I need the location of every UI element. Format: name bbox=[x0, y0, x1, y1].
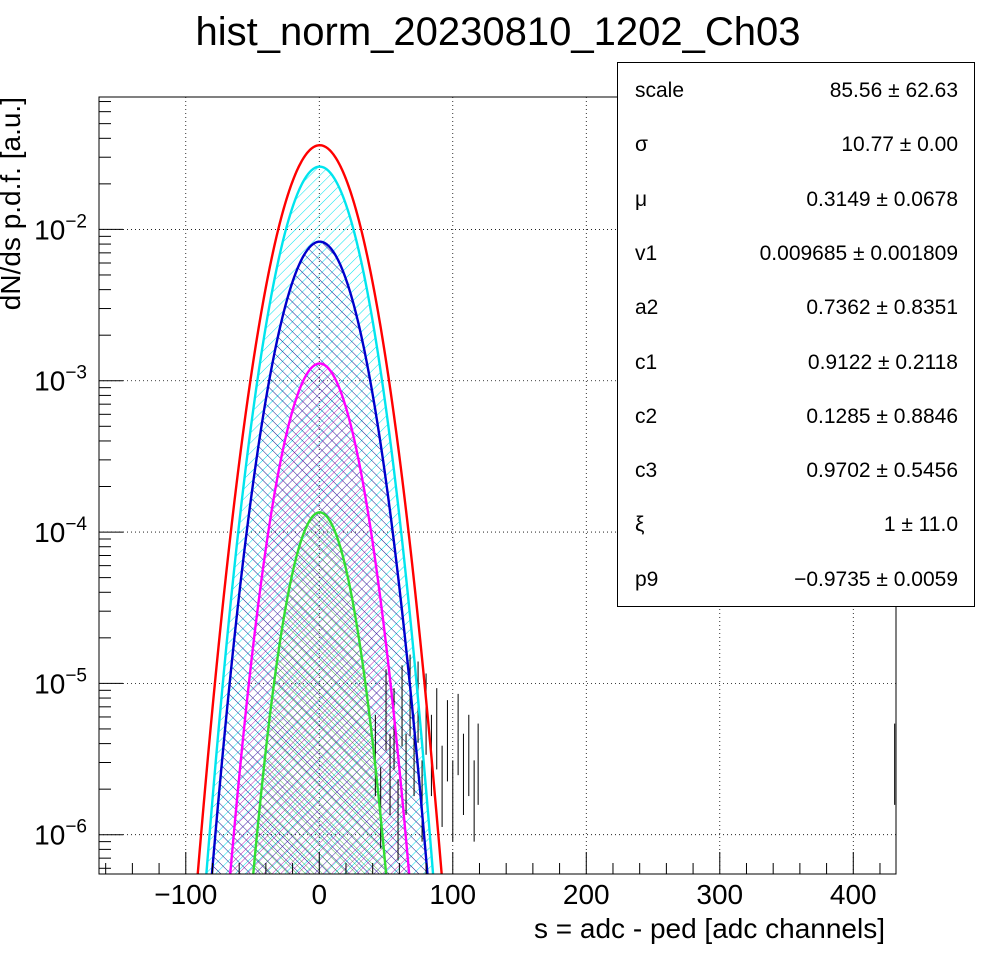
stat-row: σ 10.77 ± 0.00 bbox=[618, 119, 974, 173]
stat-row: c3 0.9702 ± 0.5456 bbox=[618, 445, 974, 499]
y-tick-label: 10−6 bbox=[34, 817, 87, 851]
total-fit-curve bbox=[196, 144, 443, 874]
y-tick-label: 10−2 bbox=[34, 211, 87, 245]
chart-title: hist_norm_20230810_1202_Ch03 bbox=[195, 10, 801, 54]
y-tick-label: 10−4 bbox=[34, 514, 87, 548]
x-tick-label: 200 bbox=[563, 879, 610, 910]
stat-name: c2 bbox=[635, 404, 658, 428]
stat-name: ξ bbox=[635, 513, 645, 537]
axis-ticks bbox=[99, 101, 881, 874]
stat-name: c3 bbox=[635, 459, 658, 483]
x-axis-label: s = adc - ped [adc channels] bbox=[534, 913, 885, 944]
component-cyan-curve bbox=[205, 165, 435, 874]
x-tick-labels: −100 0 100 200 300 400 bbox=[154, 879, 876, 910]
y-tick-label: 10−3 bbox=[34, 363, 87, 397]
stat-value: 0.9702 ± 0.5456 bbox=[806, 459, 958, 483]
stat-row: μ 0.3149 ± 0.0678 bbox=[618, 174, 974, 228]
stat-value: 0.7362 ± 0.8351 bbox=[806, 296, 958, 320]
stat-name: scale bbox=[635, 79, 685, 102]
x-tick-label: 100 bbox=[429, 879, 476, 910]
stat-name: σ bbox=[635, 133, 648, 157]
y-tick-label: 10−5 bbox=[34, 665, 87, 699]
stat-row: scale 85.56 ± 62.63 bbox=[618, 65, 974, 119]
stat-row: a2 0.7362 ± 0.8351 bbox=[618, 282, 974, 336]
stat-name: v1 bbox=[635, 241, 658, 265]
component-blue-curve bbox=[210, 240, 429, 874]
stat-value: 0.009685 ± 0.001809 bbox=[759, 241, 958, 265]
stat-value: 1 ± 11.0 bbox=[883, 513, 958, 537]
stat-row: v1 0.009685 ± 0.001809 bbox=[618, 228, 974, 282]
stat-name: c1 bbox=[635, 350, 658, 374]
stat-row: ξ 1 ± 11.0 bbox=[618, 499, 974, 553]
data-points bbox=[374, 654, 896, 861]
stat-row: c1 0.9122 ± 0.2118 bbox=[618, 337, 974, 391]
x-tick-label: −100 bbox=[154, 879, 217, 910]
component-magenta-curve bbox=[229, 362, 411, 874]
stat-row: c2 0.1285 ± 0.8846 bbox=[618, 391, 974, 445]
fit-stats-box: scale 85.56 ± 62.63 σ 10.77 ± 0.00 μ 0.3149 ±… bbox=[617, 62, 975, 607]
stat-name: p9 bbox=[635, 567, 659, 591]
y-axis-label: dN/ds p.d.f. [a.u.] bbox=[0, 97, 26, 310]
component-green-curve bbox=[252, 511, 388, 874]
stat-name: μ bbox=[635, 187, 648, 211]
x-tick-label: 0 bbox=[311, 879, 327, 910]
stat-value: −0.9735 ± 0.0059 bbox=[794, 567, 958, 591]
stat-row: p9 −0.9735 ± 0.0059 bbox=[618, 554, 974, 608]
stat-value: 85.56 ± 62.63 bbox=[829, 79, 958, 102]
y-tick-labels: 10−2 10−3 10−4 10−5 10−6 bbox=[34, 211, 87, 850]
stat-value: 0.9122 ± 0.2118 bbox=[807, 350, 958, 374]
stat-name: a2 bbox=[635, 296, 659, 320]
x-tick-label: 400 bbox=[830, 879, 877, 910]
component-green-fill bbox=[253, 512, 387, 874]
stat-value: 0.3149 ± 0.0678 bbox=[806, 187, 958, 211]
stat-value: 0.1285 ± 0.8846 bbox=[806, 404, 958, 428]
x-tick-label: 300 bbox=[696, 879, 743, 910]
fit-curves bbox=[196, 144, 443, 874]
stat-value: 10.77 ± 0.00 bbox=[841, 133, 958, 157]
